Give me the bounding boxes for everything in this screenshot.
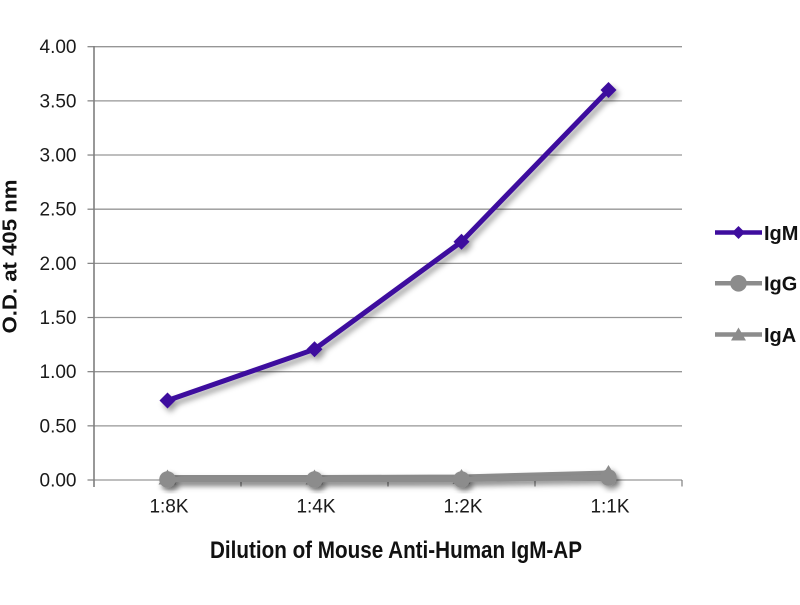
svg-text:3.50: 3.50 (40, 91, 77, 112)
svg-text:2.50: 2.50 (40, 200, 77, 221)
svg-text:1:8K: 1:8K (149, 497, 188, 518)
svg-text:O.D. at 405 nm: O.D. at 405 nm (0, 180, 22, 334)
svg-text:0.00: 0.00 (40, 471, 77, 492)
svg-text:1:1K: 1:1K (590, 497, 629, 518)
svg-text:IgA: IgA (764, 325, 796, 347)
svg-text:1.50: 1.50 (40, 308, 77, 329)
svg-text:2.00: 2.00 (40, 254, 77, 275)
svg-text:1.00: 1.00 (40, 362, 77, 383)
svg-text:1:2K: 1:2K (443, 497, 482, 518)
svg-text:IgG: IgG (764, 274, 797, 296)
svg-text:Dilution of Mouse Anti-Human I: Dilution of Mouse Anti-Human IgM-AP (210, 537, 582, 564)
svg-text:IgM: IgM (764, 223, 798, 245)
svg-text:4.00: 4.00 (40, 37, 77, 58)
svg-text:1:4K: 1:4K (296, 497, 335, 518)
svg-text:0.50: 0.50 (40, 416, 77, 437)
svg-text:3.00: 3.00 (40, 146, 77, 167)
